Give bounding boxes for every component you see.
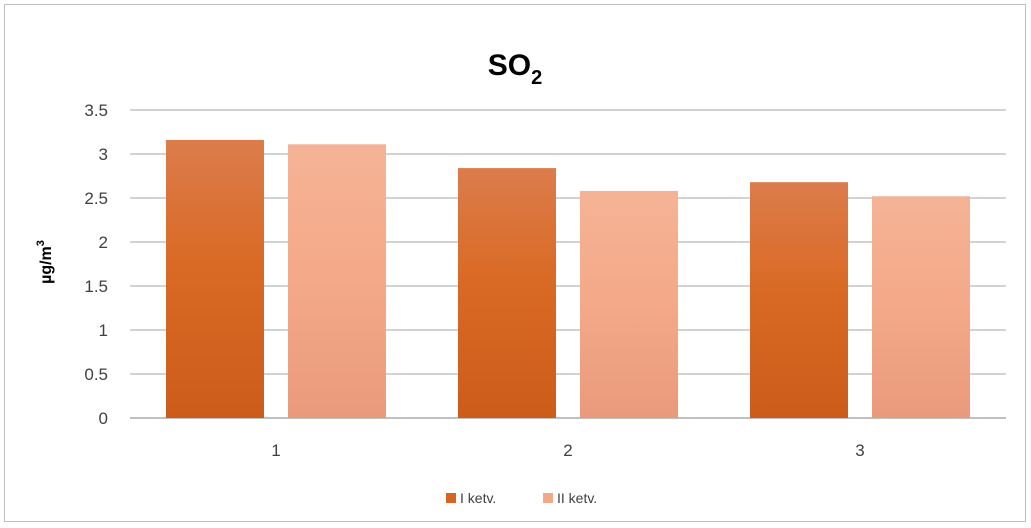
- x-tick-label: 2: [563, 441, 572, 460]
- bars: [166, 139, 970, 419]
- legend: I ketv. II ketv.: [446, 490, 597, 506]
- legend-swatch: [543, 493, 553, 503]
- y-axis-ticks: 0 0.5 1 1.5 2 2.5 3 3.5: [84, 101, 108, 428]
- chart-title-main: SO: [488, 49, 531, 82]
- chart-title: SO2: [488, 49, 542, 89]
- y-axis-title-superscript: 3: [35, 240, 47, 246]
- y-tick-label: 2.5: [84, 189, 108, 208]
- y-tick-label: 2: [99, 233, 108, 252]
- y-tick-label: 0: [99, 409, 108, 428]
- y-tick-label: 0.5: [84, 365, 108, 384]
- legend-label: II ketv.: [557, 490, 597, 506]
- bar-ii-ketv-cat-2: [580, 190, 678, 418]
- gridlines: [130, 109, 1006, 419]
- y-axis-title-main: µg/m: [38, 246, 55, 284]
- bar-ii-ketv-cat-1: [288, 144, 386, 418]
- x-axis-ticks: 1 2 3: [271, 441, 864, 460]
- bar-i-ketv-cat-1: [166, 139, 264, 419]
- legend-swatch: [446, 493, 456, 503]
- y-tick-label: 3.5: [84, 101, 108, 120]
- bar-ii-ketv-cat-3: [872, 196, 970, 418]
- y-axis-title: µg/m3: [35, 240, 55, 284]
- bar-i-ketv-cat-2: [458, 168, 556, 418]
- y-tick-label: 3: [99, 145, 108, 164]
- legend-label: I ketv.: [460, 490, 496, 506]
- bar-i-ketv-cat-3: [750, 182, 848, 418]
- x-tick-label: 3: [855, 441, 864, 460]
- x-tick-label: 1: [271, 441, 280, 460]
- y-tick-label: 1.5: [84, 277, 108, 296]
- y-tick-label: 1: [99, 321, 108, 340]
- chart-title-subscript: 2: [531, 67, 542, 89]
